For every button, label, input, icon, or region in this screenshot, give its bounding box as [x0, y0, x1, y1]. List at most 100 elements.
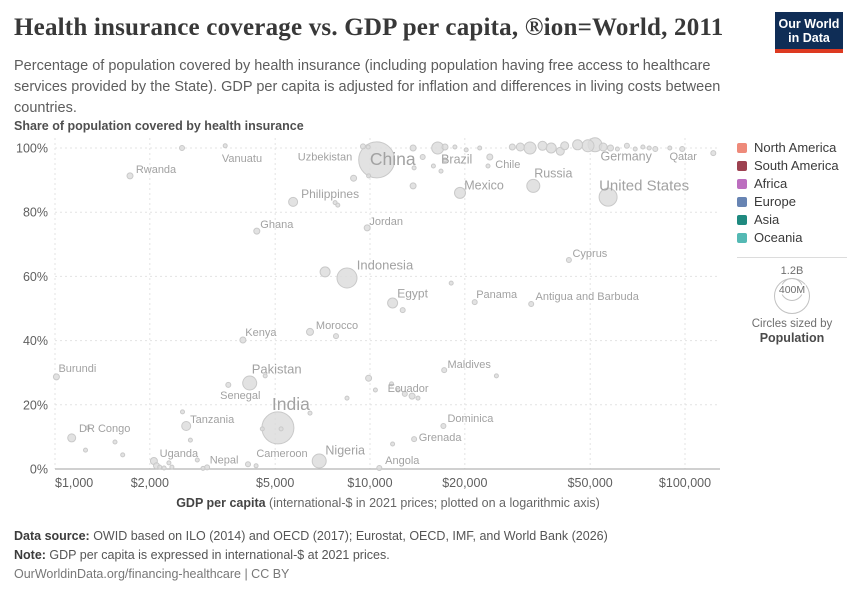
country-label-uzbekistan[interactable]: Uzbekistan	[298, 151, 352, 163]
country-label-rwanda[interactable]: Rwanda	[136, 164, 177, 176]
data-point-dominica[interactable]	[440, 423, 447, 429]
country-label-nigeria[interactable]: Nigeria	[325, 444, 365, 458]
data-point[interactable]	[452, 144, 458, 150]
legend-item-asia[interactable]: Asia	[737, 213, 847, 227]
country-label-antigua-and-barbuda[interactable]: Antigua and Barbuda	[536, 291, 640, 303]
legend-item-africa[interactable]: Africa	[737, 177, 847, 191]
data-point[interactable]	[545, 142, 557, 154]
legend-item-oceania[interactable]: Oceania	[737, 231, 847, 245]
data-point[interactable]	[415, 395, 421, 401]
country-label-tanzania[interactable]: Tanzania	[190, 414, 235, 426]
data-point[interactable]	[515, 142, 525, 152]
country-label-indonesia[interactable]: Indonesia	[357, 258, 414, 273]
data-point[interactable]	[438, 168, 444, 174]
data-point[interactable]	[667, 145, 673, 151]
data-point-tanzania[interactable]	[181, 421, 192, 431]
data-point[interactable]	[463, 147, 469, 153]
data-point[interactable]	[112, 439, 118, 445]
country-label-grenada[interactable]: Grenada	[419, 432, 463, 444]
data-point[interactable]	[477, 145, 483, 151]
data-point[interactable]	[441, 143, 449, 151]
data-point[interactable]	[390, 441, 396, 447]
country-label-vanuatu[interactable]: Vanuatu	[222, 153, 262, 165]
data-point[interactable]	[194, 457, 200, 463]
data-point-cyprus[interactable]	[565, 257, 572, 263]
data-point[interactable]	[180, 409, 185, 415]
data-point[interactable]	[399, 307, 406, 314]
country-label-cyprus[interactable]: Cyprus	[572, 248, 607, 260]
data-point-qatar[interactable]	[679, 146, 686, 152]
data-point[interactable]	[607, 144, 614, 152]
data-point-vanuatu[interactable]	[179, 145, 185, 151]
data-point[interactable]	[372, 387, 378, 393]
data-point-china[interactable]	[358, 141, 396, 179]
data-point[interactable]	[350, 174, 358, 182]
data-point[interactable]	[187, 437, 193, 443]
data-point[interactable]	[409, 144, 417, 152]
country-label-china[interactable]: China	[370, 149, 416, 169]
data-point-russia[interactable]	[526, 178, 541, 193]
data-point-mexico[interactable]	[454, 186, 466, 199]
data-point[interactable]	[448, 280, 454, 286]
country-label-germany[interactable]: Germany	[600, 150, 652, 164]
data-point[interactable]	[614, 146, 620, 152]
country-label-egypt[interactable]: Egypt	[397, 286, 428, 300]
country-label-kenya[interactable]: Kenya	[245, 327, 277, 339]
data-point[interactable]	[409, 182, 417, 190]
data-point-philippines[interactable]	[288, 196, 299, 207]
country-label-india[interactable]: India	[272, 394, 310, 414]
data-point[interactable]	[319, 266, 331, 278]
data-point[interactable]	[83, 447, 88, 453]
data-point-panama[interactable]	[471, 299, 478, 306]
data-point[interactable]	[307, 410, 313, 416]
data-point[interactable]	[442, 157, 448, 163]
data-point-morocco[interactable]	[306, 327, 314, 336]
legend-item-europe[interactable]: Europe	[737, 195, 847, 209]
data-point[interactable]	[623, 142, 630, 149]
data-point[interactable]	[537, 140, 548, 151]
data-point[interactable]	[508, 143, 516, 151]
data-point[interactable]	[640, 144, 646, 150]
legend-item-south-america[interactable]: South America	[737, 159, 847, 173]
data-point[interactable]	[166, 460, 172, 466]
country-label-senegal[interactable]: Senegal	[220, 390, 260, 402]
data-point[interactable]	[120, 452, 126, 458]
data-point[interactable]	[366, 173, 372, 179]
data-point[interactable]	[430, 163, 436, 169]
country-label-chile[interactable]: Chile	[495, 159, 520, 171]
data-point[interactable]	[572, 139, 584, 151]
data-point[interactable]	[365, 374, 373, 382]
data-point[interactable]	[335, 202, 341, 208]
data-point-chile[interactable]	[486, 153, 494, 161]
country-label-ghana[interactable]: Ghana	[260, 219, 294, 231]
country-label-philippines[interactable]: Philippines	[301, 187, 359, 201]
data-point[interactable]	[395, 387, 401, 393]
data-point-pakistan[interactable]	[242, 375, 258, 391]
country-label-nepal[interactable]: Nepal	[210, 454, 239, 466]
data-point[interactable]	[485, 163, 491, 169]
country-label-qatar[interactable]: Qatar	[669, 151, 697, 163]
data-point-egypt[interactable]	[387, 297, 399, 309]
country-label-maldives[interactable]: Maldives	[447, 359, 491, 371]
data-point[interactable]	[652, 146, 659, 152]
country-label-mexico[interactable]: Mexico	[464, 178, 504, 192]
country-label-russia[interactable]: Russia	[534, 166, 572, 180]
country-label-brazil[interactable]: Brazil	[441, 153, 472, 167]
data-point[interactable]	[365, 144, 371, 150]
data-point-ecuador[interactable]	[408, 392, 416, 400]
country-label-uganda[interactable]: Uganda	[160, 448, 199, 460]
data-point[interactable]	[389, 381, 394, 387]
data-point[interactable]	[632, 146, 638, 152]
data-point-burundi[interactable]	[52, 373, 60, 381]
data-point[interactable]	[262, 373, 268, 379]
data-point-india[interactable]	[261, 411, 295, 445]
data-point[interactable]	[523, 141, 537, 155]
data-point-jordan[interactable]	[363, 224, 371, 232]
data-point-maldives[interactable]	[441, 367, 448, 374]
data-point[interactable]	[493, 373, 499, 379]
country-label-dominica[interactable]: Dominica	[447, 413, 494, 425]
data-point-indonesia[interactable]	[336, 267, 358, 289]
data-point[interactable]	[411, 165, 417, 171]
data-point-grenada[interactable]	[411, 436, 418, 443]
data-point[interactable]	[710, 150, 717, 157]
